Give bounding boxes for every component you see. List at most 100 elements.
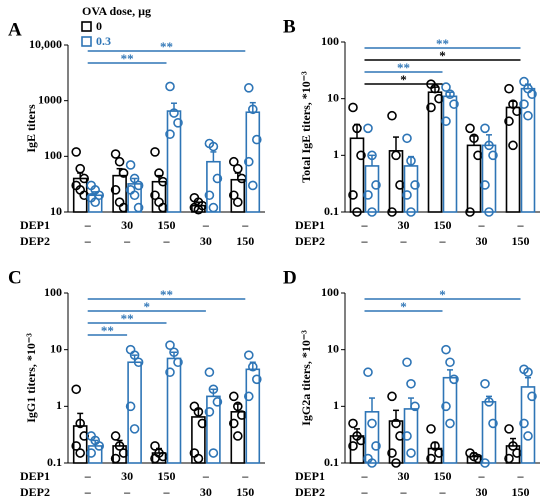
- x-tick-label: –: [163, 485, 171, 499]
- data-point: [129, 424, 140, 434]
- data-point: [430, 441, 440, 451]
- bar: [127, 361, 142, 464]
- data-point: [367, 418, 377, 429]
- data-point: [363, 190, 373, 200]
- x-tick-label: –: [202, 469, 210, 483]
- data-point: [480, 180, 490, 190]
- legend-swatch: [81, 36, 92, 47]
- x-tick-label: 30: [476, 485, 488, 499]
- data-point: [165, 367, 175, 378]
- data-point: [193, 407, 204, 417]
- data-point: [504, 83, 514, 94]
- y-axis-label: IgG2a titers, *10⁻³: [299, 330, 313, 426]
- data-point: [125, 344, 136, 355]
- x-tick-label: 150: [512, 485, 530, 499]
- data-point: [480, 458, 490, 468]
- data-point: [527, 89, 537, 99]
- x-tick-label: 30: [476, 234, 488, 248]
- significance-label: *: [439, 287, 446, 302]
- x-tick-label: –: [84, 218, 92, 232]
- data-point: [118, 168, 129, 178]
- y-tick-label: 10: [327, 341, 339, 355]
- data-point: [173, 357, 183, 368]
- data-point: [387, 391, 397, 402]
- data-point: [150, 147, 160, 157]
- significance-label: **: [121, 311, 134, 326]
- bar: [481, 401, 497, 464]
- data-point: [445, 357, 455, 368]
- x-row-name: DEP2: [295, 234, 325, 248]
- x-row-name: DEP2: [20, 234, 50, 248]
- y-tick-label: 0.1: [47, 455, 62, 469]
- data-point: [508, 99, 518, 109]
- significance-label: *: [144, 299, 151, 314]
- y-tick-label: 10: [327, 90, 339, 104]
- data-point: [352, 207, 362, 217]
- data-point: [208, 141, 219, 152]
- data-point: [402, 357, 412, 368]
- data-point: [367, 150, 377, 161]
- data-point: [244, 156, 254, 167]
- x-tick-label: –: [123, 485, 131, 499]
- data-point: [189, 401, 200, 412]
- data-point: [523, 431, 533, 441]
- y-axis-label: IgG1 titers, *10⁻³: [24, 333, 38, 423]
- data-point: [352, 123, 362, 134]
- data-point: [165, 129, 175, 139]
- y-tick-label: 100: [321, 34, 339, 48]
- legend-label: 0.3: [96, 34, 111, 48]
- data-point: [527, 391, 537, 402]
- data-point: [484, 397, 494, 407]
- data-point: [449, 99, 459, 109]
- data-point: [426, 424, 436, 434]
- data-point: [367, 207, 377, 217]
- data-point: [488, 150, 498, 161]
- data-point: [125, 401, 136, 412]
- panel-label: B: [283, 16, 296, 37]
- data-point: [465, 207, 475, 217]
- legend-title: OVA dose, µg: [82, 4, 151, 18]
- data-point: [348, 190, 358, 200]
- data-point: [391, 418, 401, 429]
- y-tick-label: 10,000: [29, 37, 62, 51]
- y-axis-label: IgE titers: [24, 104, 38, 153]
- data-point: [410, 401, 420, 412]
- x-tick-label: 150: [158, 218, 176, 232]
- data-point: [71, 441, 81, 451]
- y-tick-label: 100: [44, 285, 62, 299]
- x-tick-label: –: [361, 218, 369, 232]
- data-point: [71, 384, 81, 395]
- data-point: [391, 458, 401, 468]
- data-point: [208, 202, 219, 213]
- data-point: [229, 190, 239, 201]
- data-point: [484, 207, 494, 217]
- panel-label: D: [283, 267, 297, 288]
- panel-label: C: [8, 267, 22, 288]
- data-point: [169, 108, 179, 118]
- data-point: [348, 102, 358, 113]
- data-point: [244, 83, 254, 93]
- data-point: [244, 350, 254, 360]
- data-point: [402, 133, 412, 144]
- bar: [442, 95, 458, 213]
- data-point: [204, 407, 215, 417]
- data-point: [248, 104, 258, 115]
- data-point: [208, 448, 219, 458]
- data-point: [371, 441, 381, 451]
- data-point: [150, 190, 160, 201]
- data-point: [348, 441, 358, 451]
- data-point: [110, 185, 121, 195]
- data-point: [125, 160, 136, 170]
- data-point: [519, 76, 529, 87]
- data-point: [441, 344, 451, 355]
- x-tick-label: –: [361, 485, 369, 499]
- data-point: [445, 418, 455, 429]
- data-point: [248, 180, 258, 191]
- data-point: [233, 197, 243, 207]
- data-point: [248, 361, 258, 372]
- significance-label: **: [121, 51, 134, 66]
- x-tick-label: 150: [434, 469, 452, 483]
- x-row-name: DEP2: [295, 485, 325, 499]
- data-point: [208, 384, 219, 395]
